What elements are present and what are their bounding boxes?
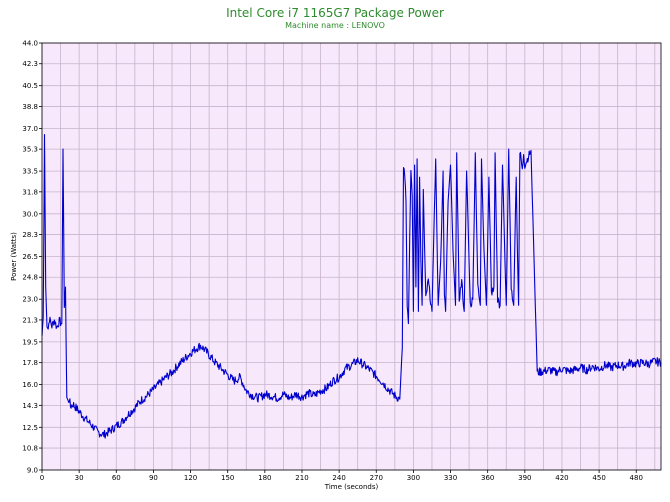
y-tick-label: 12.5 [22, 424, 38, 432]
y-tick-label: 38.8 [22, 103, 38, 111]
y-axis-label: Power (Watts) [10, 232, 18, 281]
y-tick-label: 42.3 [22, 60, 38, 68]
x-tick-label: 30 [75, 474, 84, 482]
x-tick-label: 90 [149, 474, 158, 482]
y-tick-label: 14.3 [22, 402, 38, 410]
y-tick-label: 37.0 [22, 125, 38, 133]
series-layer [41, 133, 662, 439]
y-axis-ticks: 9.0 10.8 12.5 14.3 16.0 17.8 19.5 21.3 23.0 24.8 2… [22, 40, 42, 475]
chart-title: Intel Core i7 1165G7 Package Power [226, 6, 444, 20]
x-tick-label: 120 [184, 474, 197, 482]
y-tick-label: 35.3 [22, 146, 38, 154]
x-tick-label: 450 [592, 474, 605, 482]
x-tick-label: 330 [444, 474, 457, 482]
y-tick-label: 31.8 [22, 188, 38, 196]
x-tick-label: 180 [258, 474, 271, 482]
x-tick-label: 390 [518, 474, 531, 482]
y-tick-label: 26.5 [22, 253, 38, 261]
y-tick-label: 23.0 [22, 296, 38, 304]
x-tick-label: 420 [555, 474, 568, 482]
x-tick-label: 270 [370, 474, 383, 482]
y-tick-label: 9.0 [27, 467, 38, 475]
y-tick-label: 40.5 [22, 82, 38, 90]
x-tick-label: 60 [112, 474, 121, 482]
y-tick-label: 19.5 [22, 338, 38, 346]
y-tick-label: 30.0 [22, 210, 38, 218]
chart-subtitle: Machine name : LENOVO [285, 21, 385, 30]
y-tick-label: 33.5 [22, 168, 38, 176]
x-tick-label: 300 [407, 474, 420, 482]
series-line-package-power [41, 133, 662, 439]
y-tick-label: 16.0 [22, 381, 38, 389]
y-tick-label: 10.8 [22, 445, 38, 453]
x-tick-label: 0 [40, 474, 44, 482]
x-tick-label: 480 [630, 474, 643, 482]
y-tick-label: 24.8 [22, 274, 38, 282]
x-axis-ticks: 0 30 60 90 120 150 180 210 240 270 300 330 360 390 420… [40, 470, 643, 482]
x-tick-label: 210 [295, 474, 308, 482]
x-axis-label: Time (seconds) [324, 483, 379, 491]
y-tick-label: 28.3 [22, 231, 38, 239]
y-tick-label: 44.0 [22, 40, 38, 48]
x-tick-label: 360 [481, 474, 494, 482]
x-tick-label: 150 [221, 474, 234, 482]
x-tick-label: 240 [332, 474, 345, 482]
y-tick-label: 17.8 [22, 359, 38, 367]
y-tick-label: 21.3 [22, 316, 38, 324]
plot-border [41, 42, 662, 471]
